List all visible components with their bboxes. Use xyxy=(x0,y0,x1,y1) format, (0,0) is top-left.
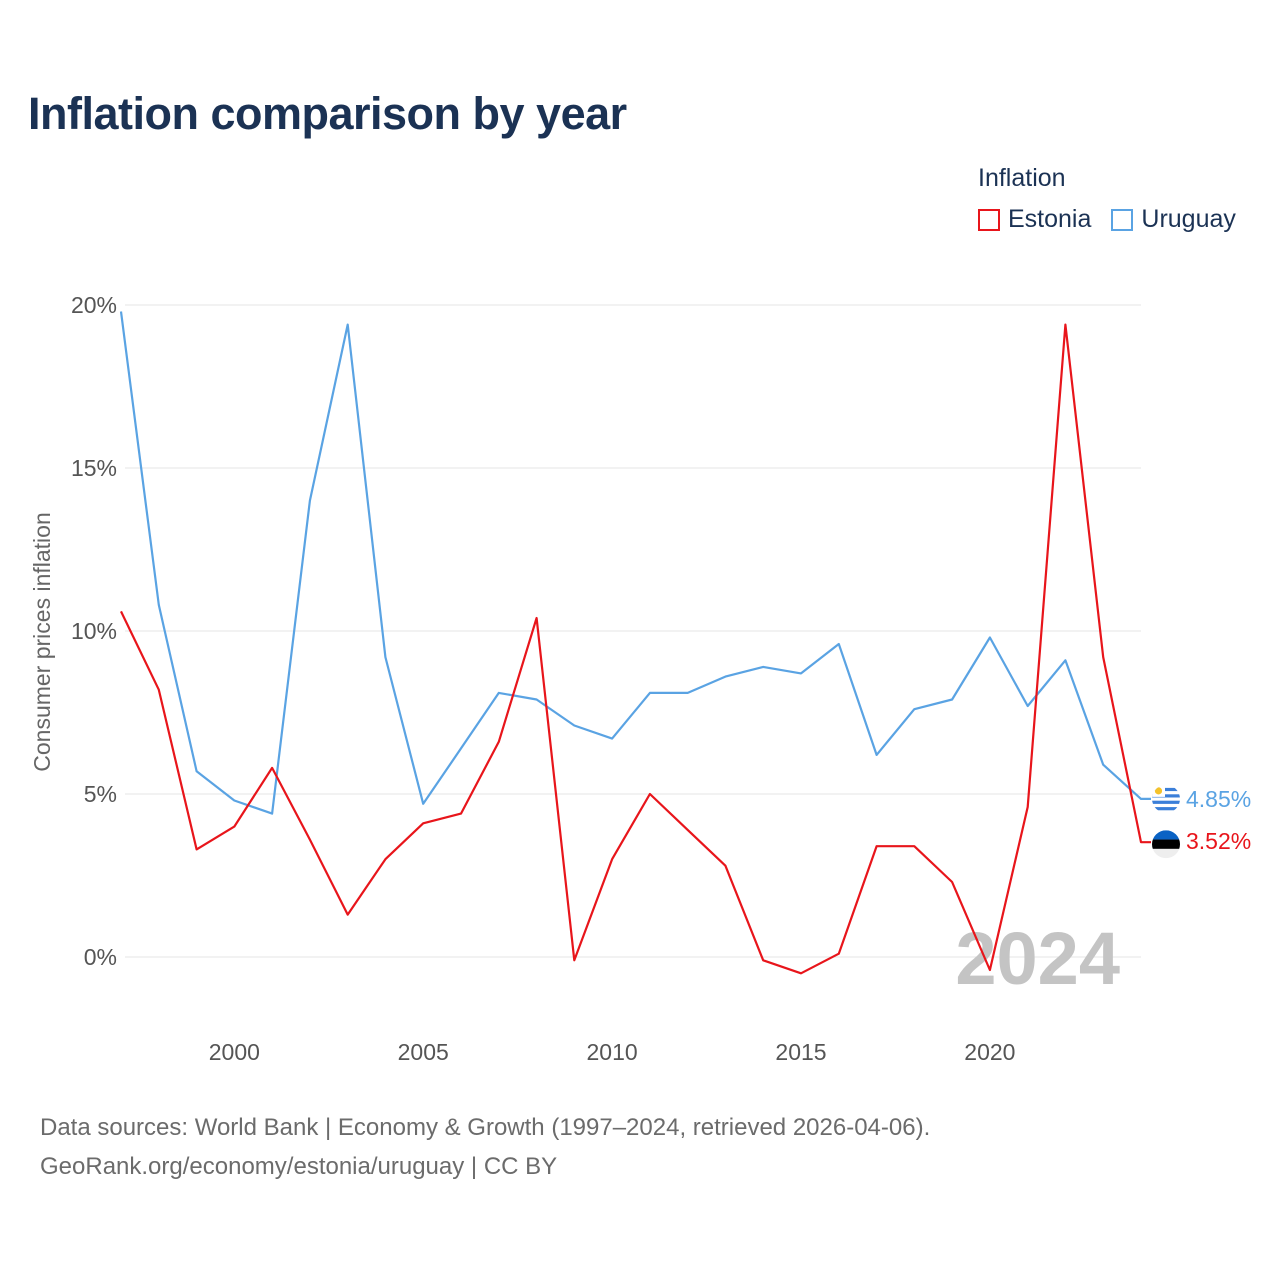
x-tick-label: 2020 xyxy=(964,1039,1015,1065)
series-line-uruguay xyxy=(119,311,1151,815)
source-link[interactable]: GeoRank.org/economy/estonia/uruguay | CC… xyxy=(40,1153,558,1180)
end-label-estonia: 3.52% xyxy=(1186,828,1251,854)
x-tick-label: 2000 xyxy=(209,1039,260,1065)
source-note: Data sources: World Bank | Economy & Gro… xyxy=(40,1108,930,1186)
end-label-uruguay: 4.85% xyxy=(1186,786,1251,812)
estonia-flag-icon xyxy=(1152,830,1180,859)
y-tick-label: 10% xyxy=(71,618,117,644)
y-tick-label: 20% xyxy=(71,292,117,318)
source-line: Data sources: World Bank | Economy & Gro… xyxy=(40,1114,931,1141)
legend-title: Inflation xyxy=(978,164,1066,192)
y-tick-label: 5% xyxy=(84,781,117,807)
legend-item-uruguay[interactable]: Uruguay xyxy=(1111,205,1236,234)
x-tick-label: 2005 xyxy=(398,1039,449,1065)
legend-swatch-estonia xyxy=(978,208,1000,231)
series-line-estonia xyxy=(120,323,1151,975)
y-tick-label: 15% xyxy=(71,455,117,481)
legend-item-estonia[interactable]: Estonia xyxy=(978,205,1091,234)
legend-label-uruguay: Uruguay xyxy=(1141,205,1236,233)
year-watermark: 2024 xyxy=(955,917,1120,1000)
uruguay-flag-icon xyxy=(1152,784,1180,813)
chart-title: Inflation comparison by year xyxy=(28,88,627,139)
x-tick-label: 2010 xyxy=(587,1039,638,1065)
legend-label-estonia: Estonia xyxy=(1008,205,1092,233)
y-axis-label: Consumer prices inflation xyxy=(29,512,55,772)
y-tick-label: 0% xyxy=(84,944,117,970)
x-tick-label: 2015 xyxy=(775,1039,826,1065)
legend-swatch-uruguay xyxy=(1111,208,1134,231)
legend: Estonia Uruguay xyxy=(978,205,1256,234)
